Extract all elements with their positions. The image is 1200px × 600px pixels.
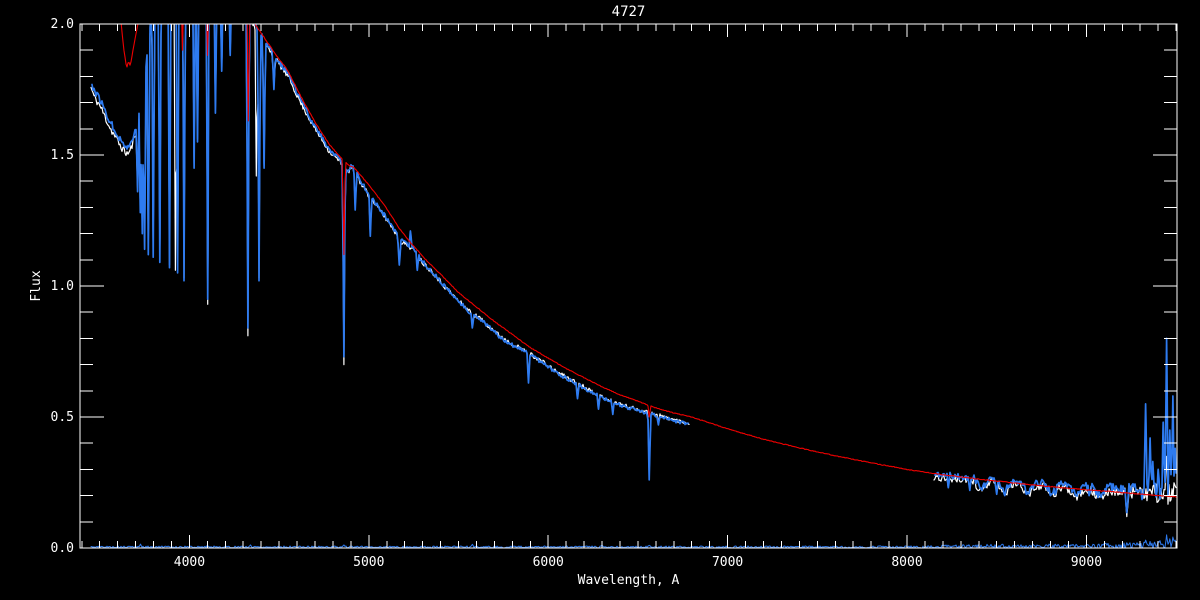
x-tick-label: 7000 <box>712 555 743 570</box>
axes: 4000 5000 6000 7000 8000 9000 0.0 0.5 1.0 1.5 2.0 <box>51 17 1178 570</box>
x-tick-label: 9000 <box>1071 555 1102 570</box>
x-tick-label: 8000 <box>891 555 922 570</box>
x-tick-label: 5000 <box>353 555 384 570</box>
observed-spectrum-blue <box>934 337 1177 514</box>
y-axis-ticks <box>80 23 1177 549</box>
y-tick-label: 0.0 <box>51 541 74 556</box>
spectrum-series <box>90 24 1177 548</box>
y-tick-label: 1.0 <box>51 279 74 294</box>
x-axis-ticks <box>81 24 1177 548</box>
x-tick-label: 4000 <box>174 555 205 570</box>
model-spectrum-red <box>120 24 1177 498</box>
x-axis-label: Wavelength, A <box>578 573 680 588</box>
x-tick-label: 6000 <box>533 555 564 570</box>
y-tick-label: 1.5 <box>51 148 74 163</box>
y-tick-label: 2.0 <box>51 17 74 32</box>
plot-frame <box>79 23 1178 549</box>
y-axis-label: Flux <box>29 270 44 301</box>
observed-spectrum-blue <box>91 24 689 481</box>
plot-title: 4727 <box>612 4 646 20</box>
y-tick-label: 0.5 <box>51 410 74 425</box>
error-spectrum-blue <box>90 534 1177 548</box>
